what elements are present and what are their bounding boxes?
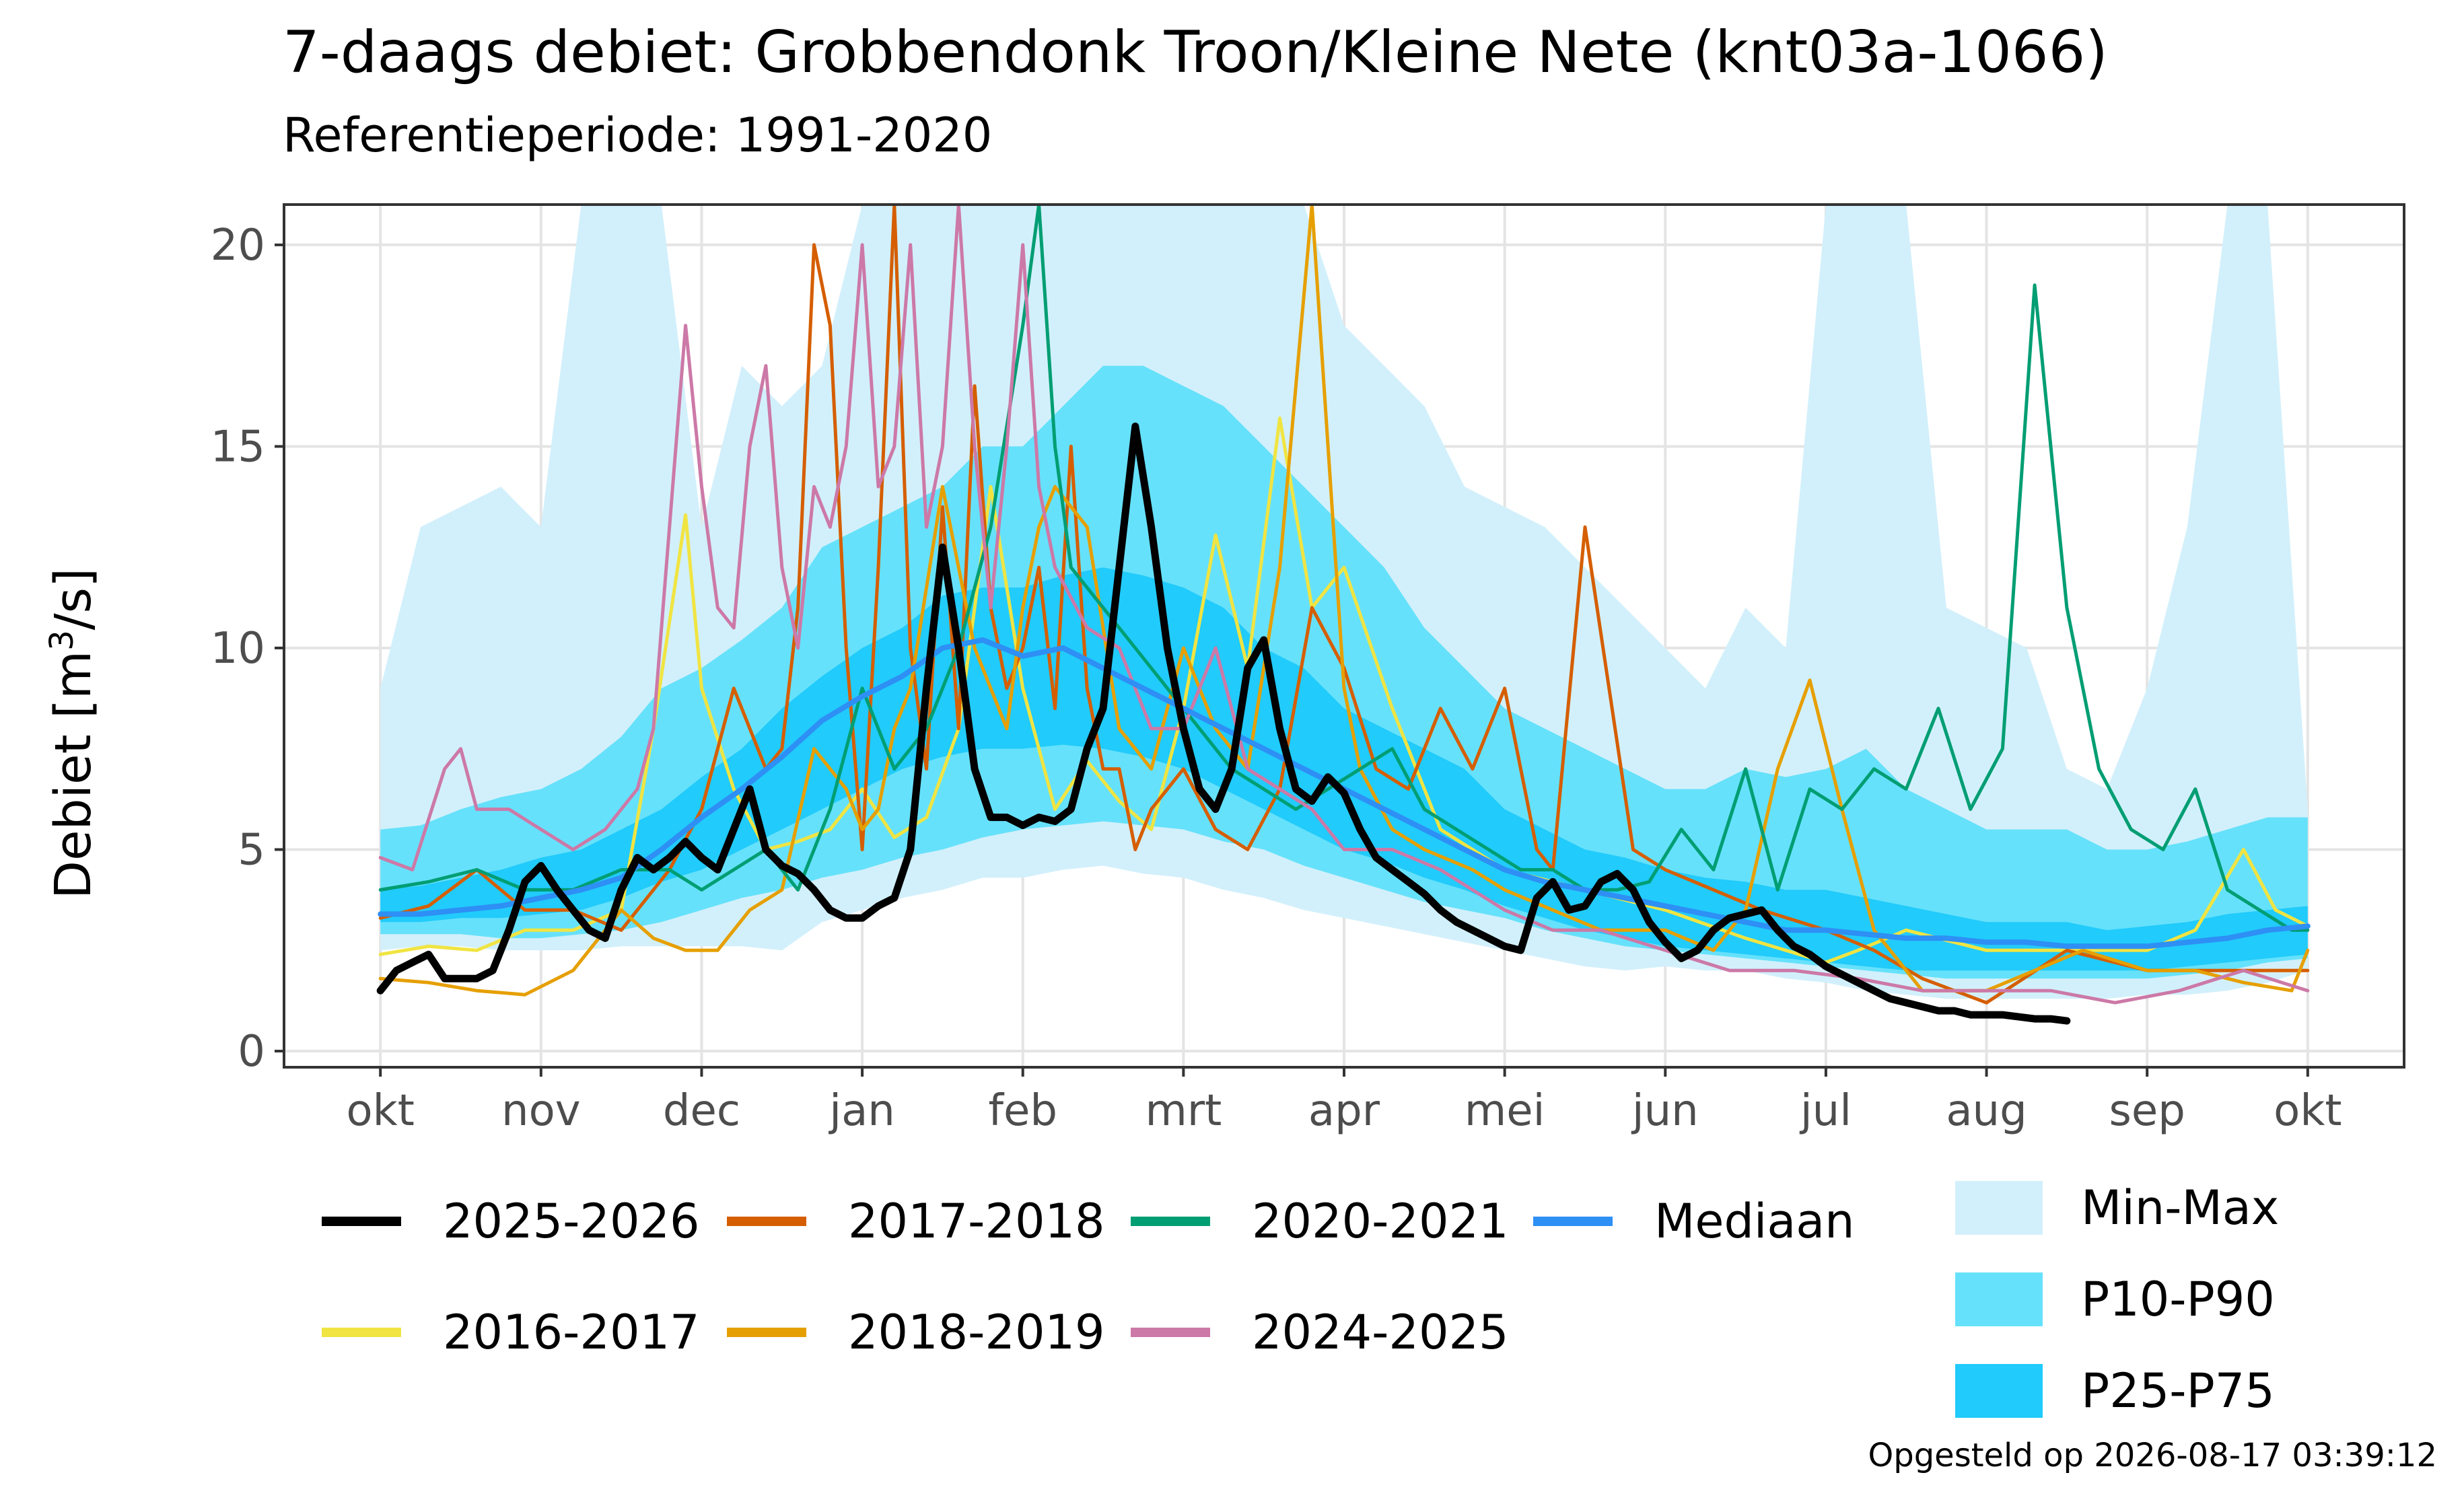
chart-title: 7-daags debiet: Grobbendonk Troon/Kleine… <box>283 19 2108 86</box>
x-tick-label: okt <box>2274 1086 2342 1136</box>
legend-fill-item: Min-Max <box>1955 1180 2279 1235</box>
x-tick-label: apr <box>1308 1086 1380 1136</box>
legend-item: 2018-2019 <box>727 1305 1105 1360</box>
y-tick-label: 15 <box>211 422 265 472</box>
plot-area <box>376 205 2311 1025</box>
legend-label: 2024-2025 <box>1252 1305 1509 1360</box>
x-axis: okt nov dec jan feb mrt apr mei jun jul aug sep okt <box>347 1067 2342 1136</box>
generated-timestamp: Opgesteld op 2026-08-17 03:39:12 <box>1868 1437 2437 1474</box>
legend: 2025-2026 2017-2018 2020-2021 Mediaan 2016-2… <box>322 1180 2279 1418</box>
x-tick-label: jun <box>1631 1086 1699 1136</box>
legend-fill-label: P25-P75 <box>2081 1363 2275 1418</box>
legend-item: 2025-2026 <box>322 1194 700 1249</box>
legend-label: 2025-2026 <box>443 1194 700 1249</box>
x-tick-label: feb <box>988 1086 1057 1136</box>
legend-fill-label: Min-Max <box>2081 1180 2279 1235</box>
chart-subtitle: Referentieperiode: 1991-2020 <box>283 108 993 163</box>
series-line-2024-2025 <box>378 205 2310 1005</box>
legend-label: 2018-2019 <box>848 1305 1105 1360</box>
y-axis: 0 5 10 15 20 <box>211 221 284 1077</box>
x-tick-label: dec <box>663 1086 740 1136</box>
x-tick-label: sep <box>2109 1086 2185 1136</box>
legend-fill-item: P10-P90 <box>1955 1272 2275 1327</box>
x-tick-label: nov <box>501 1086 581 1136</box>
legend-label: 2017-2018 <box>848 1194 1105 1249</box>
legend-item: 2020-2021 <box>1131 1194 1509 1249</box>
legend-fill-key <box>1955 1364 2043 1418</box>
legend-item: Mediaan <box>1533 1194 1855 1249</box>
y-tick-label: 5 <box>238 826 265 875</box>
legend-label: 2016-2017 <box>443 1305 700 1360</box>
x-tick-label: okt <box>347 1086 415 1136</box>
legend-fill-key <box>1955 1272 2043 1326</box>
legend-fill-key <box>1955 1181 2043 1235</box>
x-tick-label: mei <box>1465 1086 1545 1136</box>
legend-item: 2017-2018 <box>727 1194 1105 1249</box>
band-p25-p75 <box>380 567 2308 971</box>
legend-fill-label: P10-P90 <box>2081 1272 2275 1327</box>
series-line-2018-2019 <box>378 205 2310 997</box>
y-tick-label: 0 <box>238 1027 265 1077</box>
x-tick-label: jan <box>828 1086 895 1136</box>
legend-item: 2024-2025 <box>1131 1305 1509 1360</box>
series-line-2017-2018 <box>378 205 2310 1005</box>
series-line-2025-2026 <box>376 423 2071 1025</box>
x-tick-label: mrt <box>1145 1086 1222 1136</box>
series-line-2020-2021 <box>378 205 2310 932</box>
x-tick-label: jul <box>1799 1086 1852 1136</box>
legend-label: 2020-2021 <box>1252 1194 1509 1249</box>
legend-label: Mediaan <box>1654 1194 1855 1249</box>
legend-item: 2016-2017 <box>322 1305 700 1360</box>
y-tick-label: 10 <box>211 624 265 674</box>
legend-fill-item: P25-P75 <box>1955 1363 2275 1418</box>
y-tick-label: 20 <box>211 221 265 271</box>
x-tick-label: aug <box>1946 1086 2027 1136</box>
